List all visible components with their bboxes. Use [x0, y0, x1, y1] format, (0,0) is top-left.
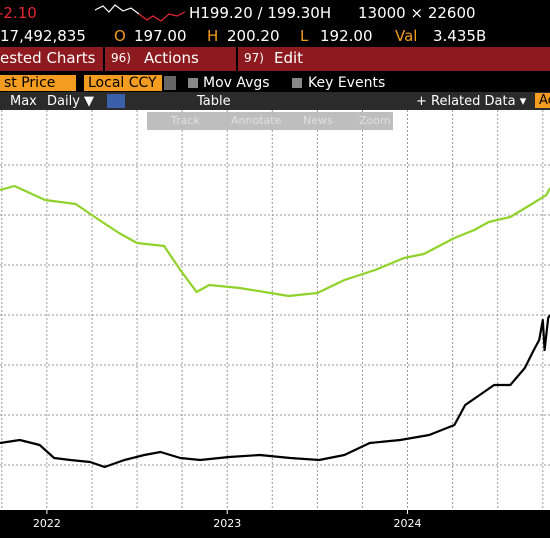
value: 197.00 — [134, 27, 187, 45]
button[interactable]: Max — [10, 94, 37, 109]
menu-item[interactable]: Actions — [144, 49, 199, 67]
volume: 17,492,835 — [0, 27, 86, 45]
floating-toolbar: Track Annotate News Zoom — [147, 112, 393, 130]
field[interactable]: st Price — [0, 75, 76, 91]
sparkline — [95, 4, 186, 22]
tool[interactable]: News — [303, 114, 333, 127]
label: L — [300, 27, 309, 45]
menu-item[interactable]: Edit — [274, 49, 304, 67]
x-tick-label: 2023 — [213, 517, 241, 530]
size: 13000 × 22600 — [358, 4, 476, 22]
label: O — [114, 27, 126, 45]
value: 200.20 — [227, 27, 280, 45]
value: 192.00 — [320, 27, 373, 45]
chart: 2022 2023 2024 — [0, 110, 550, 538]
button[interactable]: Daily ▼ — [47, 94, 95, 109]
x-tick-label: 2022 — [33, 517, 61, 530]
label: Val — [395, 27, 418, 45]
button[interactable]: + Related Data ▾ — [416, 94, 527, 109]
tool[interactable]: Annotate — [231, 114, 282, 127]
button[interactable]: Table — [197, 94, 231, 109]
menu-item[interactable]: ested Charts — [0, 49, 96, 67]
menu-num: 96) — [111, 51, 131, 65]
quote-row: -2.10 H199.20 / 199.30H 13000 × 22600 — [0, 0, 550, 27]
menu-num: 97) — [244, 51, 264, 65]
bid-ask: H199.20 / 199.30H — [189, 4, 332, 22]
checkbox-label[interactable]: Mov Avgs — [203, 75, 270, 91]
menu-bar: ested Charts 96) Actions 97) Edit — [0, 47, 550, 71]
toolbar: Max Daily ▼ Table + Related Data ▾ Ac — [0, 92, 550, 110]
checkbox-label[interactable]: Key Events — [308, 75, 386, 91]
label: H — [207, 27, 219, 45]
series-line — [0, 184, 550, 298]
field-row: st Price Local CCY Mov Avgs Key Events — [0, 74, 550, 92]
stats-row: 17,492,835 O 197.00 H 200.20 L 192.00 Va… — [0, 27, 550, 47]
series-line — [0, 314, 550, 469]
field[interactable]: Local CCY — [84, 75, 162, 91]
value: 3.435B — [433, 27, 487, 45]
button[interactable]: Ac — [535, 93, 550, 108]
change: -2.10 — [0, 4, 37, 22]
tool[interactable]: Zoom — [359, 114, 391, 127]
tool[interactable]: Track — [171, 114, 200, 127]
x-tick-label: 2024 — [394, 517, 422, 530]
